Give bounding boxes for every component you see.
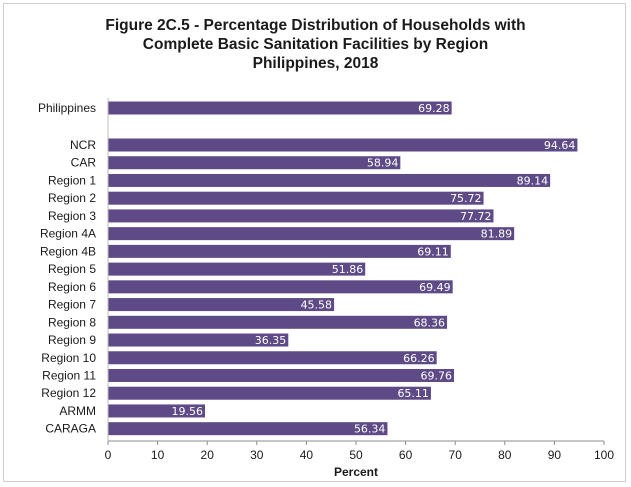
bar-region-12 bbox=[108, 386, 431, 400]
category-labels-group: Philippines NCR CAR Region 1 Region 2 Region … bbox=[38, 101, 96, 436]
category-label-region-11: Region 11 bbox=[42, 368, 96, 382]
category-label-region-12: Region 12 bbox=[41, 386, 96, 400]
data-label-region-3: 77.72 bbox=[460, 210, 492, 223]
data-label-region-4b: 69.11 bbox=[417, 245, 449, 258]
bar-car bbox=[108, 156, 401, 170]
data-label-region-10: 66.26 bbox=[403, 352, 435, 365]
category-label-region-1: Region 1 bbox=[48, 173, 96, 187]
category-label-region-8: Region 8 bbox=[48, 315, 96, 329]
x-tick-label-60: 60 bbox=[399, 448, 413, 462]
bars-group: 69.28 94.64 58.94 89.14 75.72 77.72 81.89 69.11… bbox=[108, 101, 578, 436]
x-tick-label-80: 80 bbox=[498, 448, 512, 462]
data-label-region-5: 51.86 bbox=[332, 263, 364, 276]
x-tick-label-30: 30 bbox=[250, 448, 264, 462]
bar-ncr bbox=[108, 138, 578, 152]
bar-region-8 bbox=[108, 315, 448, 329]
data-label-philippines: 69.28 bbox=[418, 102, 450, 115]
category-label-region-7: Region 7 bbox=[48, 298, 96, 312]
bar-region-1 bbox=[108, 173, 551, 187]
category-label-region-2: Region 2 bbox=[48, 191, 96, 205]
data-label-region-8: 68.36 bbox=[414, 316, 446, 329]
category-label-region-6: Region 6 bbox=[48, 280, 96, 294]
data-label-region-11: 69.76 bbox=[421, 369, 453, 382]
category-label-region-5: Region 5 bbox=[48, 262, 96, 276]
chart-title-line-2: Complete Basic Sanitation Facilities by … bbox=[142, 36, 489, 53]
bar-region-11 bbox=[108, 368, 455, 382]
data-label-region-6: 69.49 bbox=[419, 281, 451, 294]
chart-title-line-3: Philippines, 2018 bbox=[252, 55, 379, 72]
data-label-car: 58.94 bbox=[367, 157, 399, 170]
bar-region-10 bbox=[108, 351, 437, 365]
data-label-region-1: 89.14 bbox=[517, 174, 549, 187]
bar-region-4b bbox=[108, 244, 451, 258]
category-label-region-10: Region 10 bbox=[41, 351, 96, 365]
data-label-region-12: 65.11 bbox=[397, 387, 429, 400]
category-label-region-4b: Region 4B bbox=[40, 244, 96, 258]
chart-frame bbox=[3, 3, 626, 482]
data-label-region-9: 36.35 bbox=[255, 334, 287, 347]
x-tick-label-70: 70 bbox=[449, 448, 463, 462]
data-label-armm: 19.56 bbox=[172, 405, 204, 418]
data-label-region-2: 75.72 bbox=[450, 192, 482, 205]
category-label-ncr: NCR bbox=[70, 138, 96, 152]
data-label-ncr: 94.64 bbox=[544, 139, 576, 152]
x-tick-label-0: 0 bbox=[105, 448, 112, 462]
data-label-region-4a: 81.89 bbox=[481, 228, 513, 241]
x-tick-label-90: 90 bbox=[548, 448, 562, 462]
chart-title-line-1: Figure 2C.5 - Percentage Distribution of… bbox=[105, 17, 526, 34]
category-label-region-3: Region 3 bbox=[48, 209, 96, 223]
data-label-caraga: 56.34 bbox=[354, 423, 386, 436]
category-label-region-9: Region 9 bbox=[48, 333, 96, 347]
bar-region-4a bbox=[108, 227, 515, 241]
x-tick-label-100: 100 bbox=[594, 448, 614, 462]
bar-region-9 bbox=[108, 333, 289, 347]
chart-title: Figure 2C.5 - Percentage Distribution of… bbox=[0, 16, 631, 73]
category-label-caraga: CARAGA bbox=[45, 422, 96, 436]
x-tick-label-10: 10 bbox=[151, 448, 165, 462]
x-axis: 0 10 20 30 40 50 60 70 80 90 100 bbox=[105, 98, 614, 462]
bar-armm bbox=[108, 404, 206, 418]
bar-region-7 bbox=[108, 298, 335, 312]
category-label-car: CAR bbox=[71, 156, 97, 170]
bar-region-5 bbox=[108, 262, 366, 276]
category-label-armm: ARMM bbox=[59, 404, 96, 418]
bar-region-6 bbox=[108, 280, 453, 294]
bar-region-3 bbox=[108, 209, 494, 223]
x-axis-label: Percent bbox=[334, 465, 378, 479]
bar-philippines bbox=[108, 101, 452, 115]
category-label-region-4a: Region 4A bbox=[40, 227, 96, 241]
x-tick-label-50: 50 bbox=[349, 448, 363, 462]
bar-caraga bbox=[108, 422, 388, 436]
bar-region-2 bbox=[108, 191, 484, 205]
x-tick-label-40: 40 bbox=[300, 448, 314, 462]
category-label-philippines: Philippines bbox=[38, 101, 96, 115]
x-tick-label-20: 20 bbox=[201, 448, 215, 462]
data-label-region-7: 45.58 bbox=[301, 299, 333, 312]
